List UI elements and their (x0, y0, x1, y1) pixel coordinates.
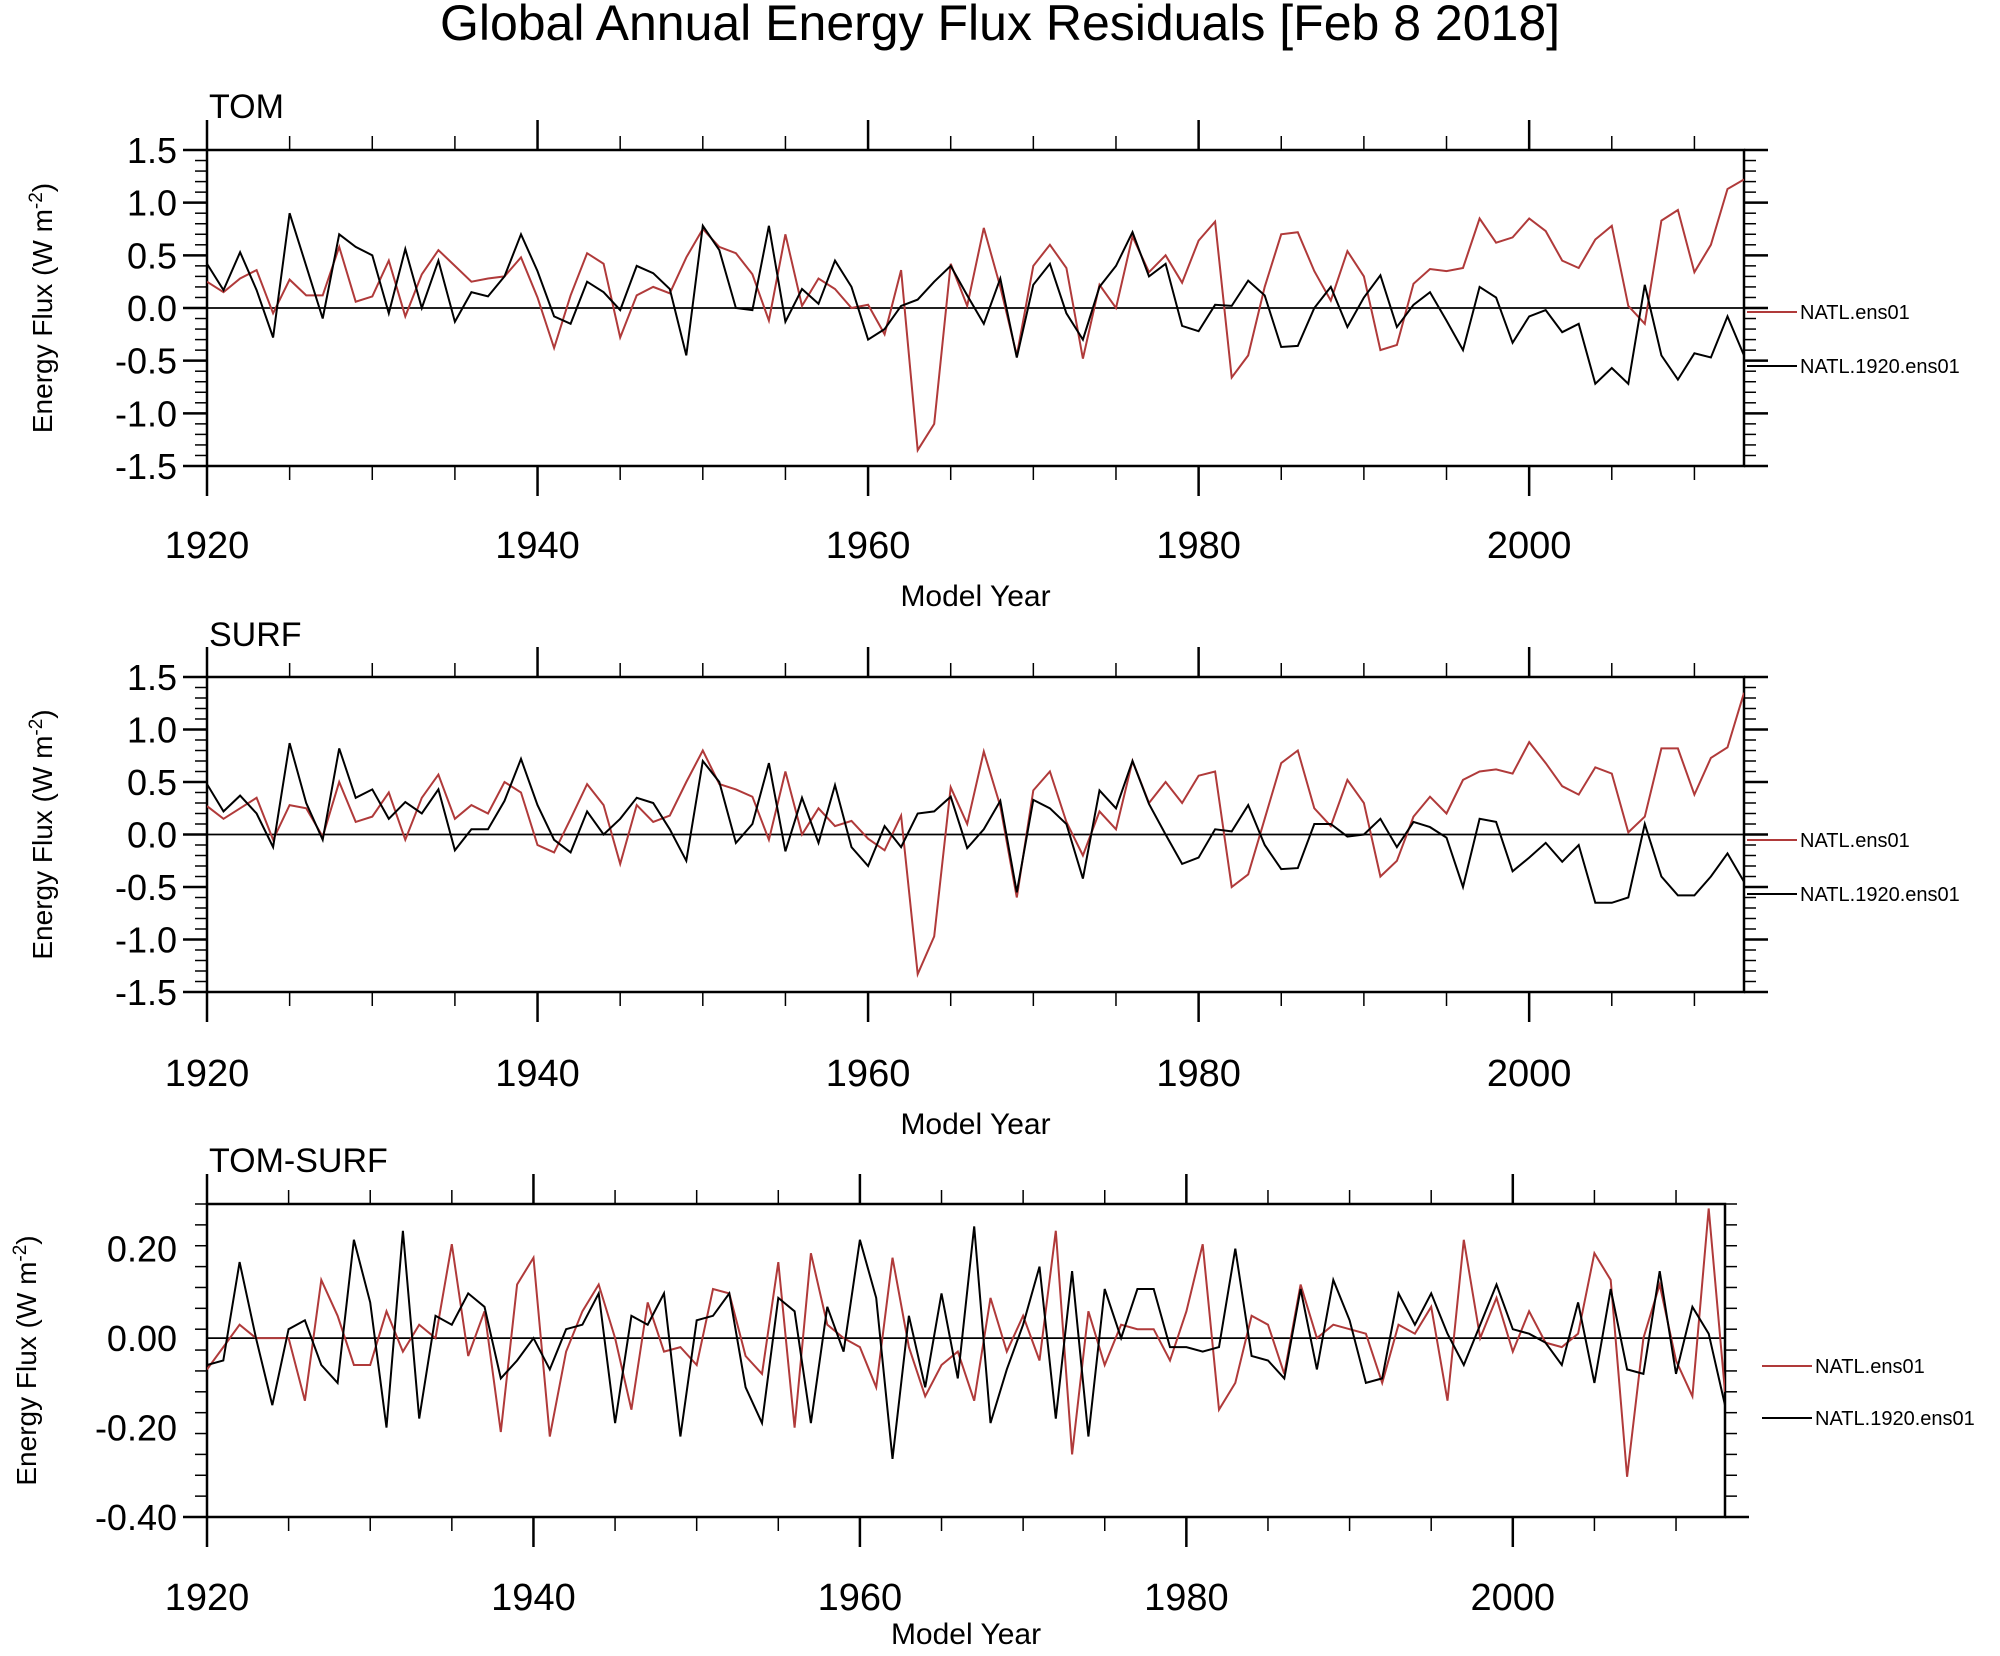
y-tick-label: 1.5 (127, 130, 177, 171)
y-tick-label: -1.5 (115, 972, 177, 1013)
panel-label: TOM (209, 88, 284, 126)
series-line-natl-ens01 (207, 178, 1744, 454)
x-tick-label: 1960 (818, 1577, 903, 1619)
y-tick-label: 0.5 (127, 762, 177, 803)
series-line-natl-1920-ens01 (207, 742, 1744, 904)
y-tick-label: -1.0 (115, 920, 177, 961)
series-line-natl-1920-ens01 (207, 1226, 1725, 1460)
panel-label: SURF (209, 616, 302, 654)
y-tick-label: -0.5 (115, 341, 177, 382)
x-tick-label: 2000 (1487, 1053, 1572, 1095)
x-tick-label: 2000 (1487, 525, 1572, 567)
series-line-natl-1920-ens01 (207, 212, 1744, 386)
legend-label: NATL.1920.ens01 (1800, 356, 1960, 378)
y-tick-label: -0.40 (95, 1497, 177, 1538)
y-tick-label: 1.5 (127, 657, 177, 698)
x-tick-label: 1980 (1156, 1053, 1241, 1095)
figure-title: Global Annual Energy Flux Residuals [Feb… (440, 0, 1560, 51)
y-axis-label: Energy Flux (W m-2) (26, 709, 58, 959)
panels: TOM 1920 1940 1960 1980 2000 Model Year 1.5 1.0 0… (10, 88, 1975, 1651)
x-ticks (183, 120, 1768, 496)
x-ticks (183, 1174, 1749, 1547)
y-axis-label: Energy Flux (W m-2) (26, 183, 58, 433)
y-tick-label: 0.00 (107, 1318, 177, 1359)
legend-label: NATL.ens01 (1815, 1356, 1925, 1378)
legend-label: NATL.1920.ens01 (1800, 884, 1960, 906)
y-tick-label: -1.5 (115, 446, 177, 487)
panel-tom-surf: TOM-SURF 1920 1940 1960 1980 2000 Model Year 0.… (10, 1142, 1975, 1651)
y-tick-label: 0.0 (127, 288, 177, 329)
legend-label: NATL.1920.ens01 (1815, 1408, 1975, 1430)
x-axis-label: Model Year (900, 580, 1050, 613)
legend-label: NATL.ens01 (1800, 302, 1910, 324)
x-tick-label: 1960 (826, 525, 911, 567)
x-tick-label: 1920 (165, 1053, 250, 1095)
y-tick-label: -0.20 (95, 1408, 177, 1449)
x-axis-label: Model Year (891, 1618, 1041, 1651)
x-tick-label: 1980 (1144, 1577, 1229, 1619)
legend-label: NATL.ens01 (1800, 830, 1910, 852)
x-tick-label: 1940 (491, 1577, 576, 1619)
panel-tom: TOM 1920 1940 1960 1980 2000 Model Year 1.5 1.0 0… (26, 88, 1960, 613)
panel-label: TOM-SURF (209, 1142, 388, 1180)
series-line-natl-ens01 (207, 692, 1744, 978)
series-line-natl-ens01 (207, 1208, 1725, 1477)
y-tick-label: 1.0 (127, 710, 177, 751)
x-tick-label: 1920 (165, 1577, 250, 1619)
y-tick-label: 1.0 (127, 183, 177, 224)
x-tick-label: 1980 (1156, 525, 1241, 567)
x-tick-label: 1940 (495, 1053, 580, 1095)
x-ticks (183, 647, 1768, 1022)
x-axis-label: Model Year (900, 1108, 1050, 1141)
x-tick-label: 2000 (1471, 1577, 1556, 1619)
panel-surf: SURF 1920 1940 1960 1980 2000 Model Year 1.5 1.0… (26, 616, 1960, 1141)
y-axis-label: Energy Flux (W m-2) (10, 1235, 42, 1485)
x-tick-label: 1920 (165, 525, 250, 567)
x-tick-label: 1960 (826, 1053, 911, 1095)
y-tick-label: 0.0 (127, 815, 177, 856)
y-tick-label: 0.5 (127, 235, 177, 276)
y-tick-label: -0.5 (115, 867, 177, 908)
plot-frame (205, 1202, 1727, 1519)
y-tick-label: -1.0 (115, 393, 177, 434)
y-tick-label: 0.20 (107, 1229, 177, 1270)
x-tick-label: 1940 (495, 525, 580, 567)
